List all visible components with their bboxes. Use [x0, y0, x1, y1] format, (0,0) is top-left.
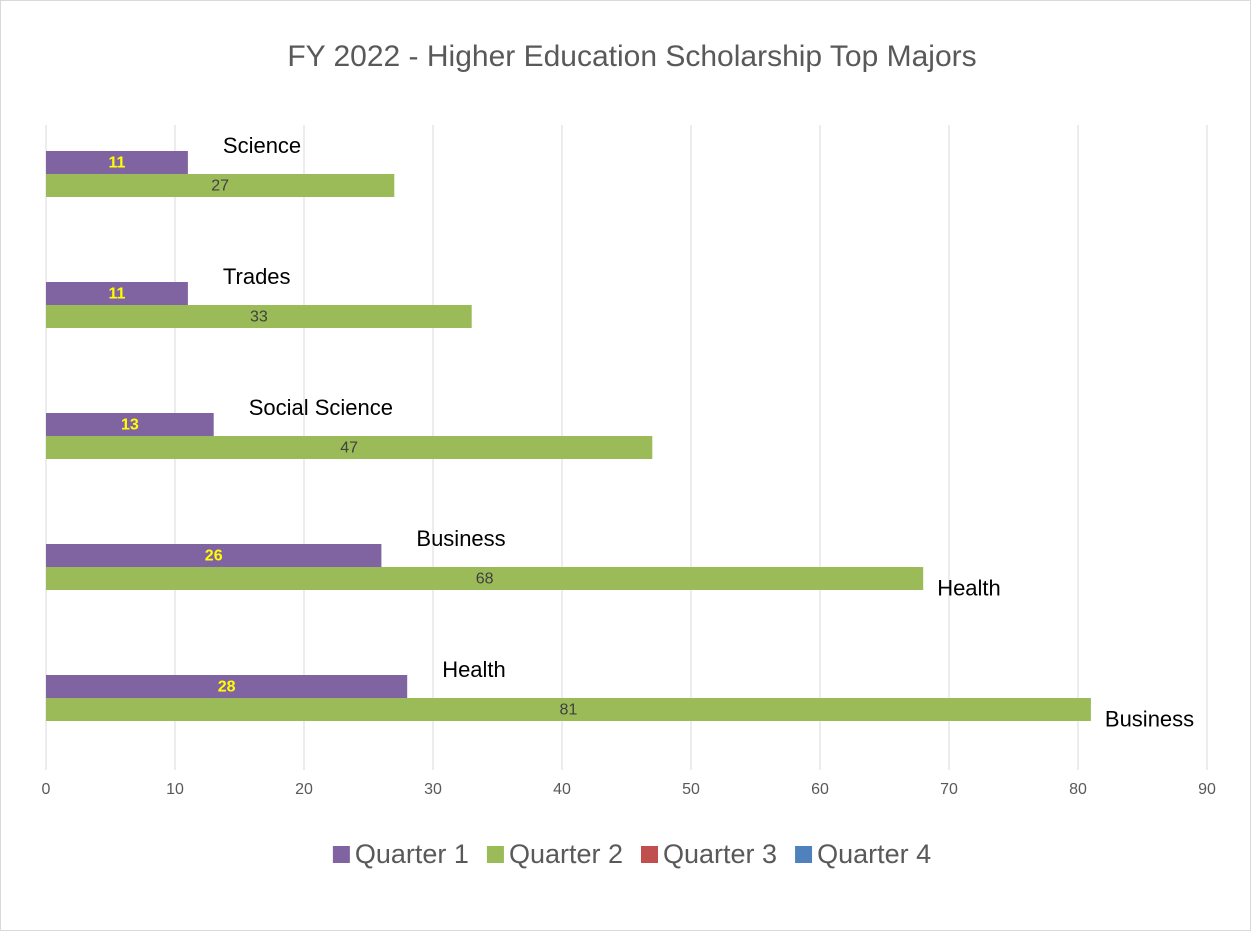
legend-label: Quarter 3 — [663, 839, 777, 869]
value-label: 11 — [108, 286, 125, 303]
x-tick-label: 30 — [424, 781, 442, 798]
bar — [46, 544, 382, 567]
bar — [46, 413, 214, 436]
point-label: Business — [1105, 706, 1194, 731]
bar — [46, 436, 653, 459]
value-label: 11 — [108, 155, 125, 172]
bar — [46, 174, 395, 197]
x-tick-label: 40 — [553, 781, 571, 798]
x-tick-label: 20 — [295, 781, 313, 798]
bar — [46, 151, 188, 174]
legend-swatch — [332, 846, 350, 863]
value-label: 26 — [205, 548, 223, 565]
legend-swatch — [486, 846, 504, 863]
x-tick-label: 50 — [682, 781, 700, 798]
bar — [46, 305, 472, 328]
bar — [46, 282, 188, 305]
value-label: 33 — [250, 309, 268, 326]
legend-swatch — [795, 846, 813, 863]
value-label: 28 — [218, 679, 236, 696]
legend-label: Quarter 1 — [355, 839, 469, 869]
point-label: Science — [223, 133, 301, 158]
bar — [46, 698, 1091, 721]
x-tick-label: 0 — [42, 781, 51, 798]
x-tick-label: 90 — [1198, 781, 1216, 798]
legend-swatch — [641, 846, 658, 863]
point-label: Social Science — [249, 395, 393, 420]
bar — [46, 567, 924, 590]
bar — [46, 675, 408, 698]
value-label: 68 — [476, 571, 494, 588]
point-label: Health — [937, 575, 1001, 600]
legend-label: Quarter 4 — [817, 839, 931, 869]
legend-label: Quarter 2 — [509, 839, 623, 869]
value-label: 27 — [211, 178, 229, 195]
value-label: 47 — [340, 440, 358, 457]
x-tick-label: 70 — [940, 781, 958, 798]
point-label: Business — [416, 526, 505, 551]
x-tick-label: 80 — [1069, 781, 1087, 798]
value-label: 13 — [121, 417, 139, 434]
point-label: Health — [442, 657, 506, 682]
x-tick-label: 60 — [811, 781, 829, 798]
value-label: 81 — [560, 702, 578, 719]
chart-title: FY 2022 - Higher Education Scholarship T… — [287, 40, 976, 73]
point-label: Trades — [223, 264, 291, 289]
x-tick-label: 10 — [166, 781, 184, 798]
